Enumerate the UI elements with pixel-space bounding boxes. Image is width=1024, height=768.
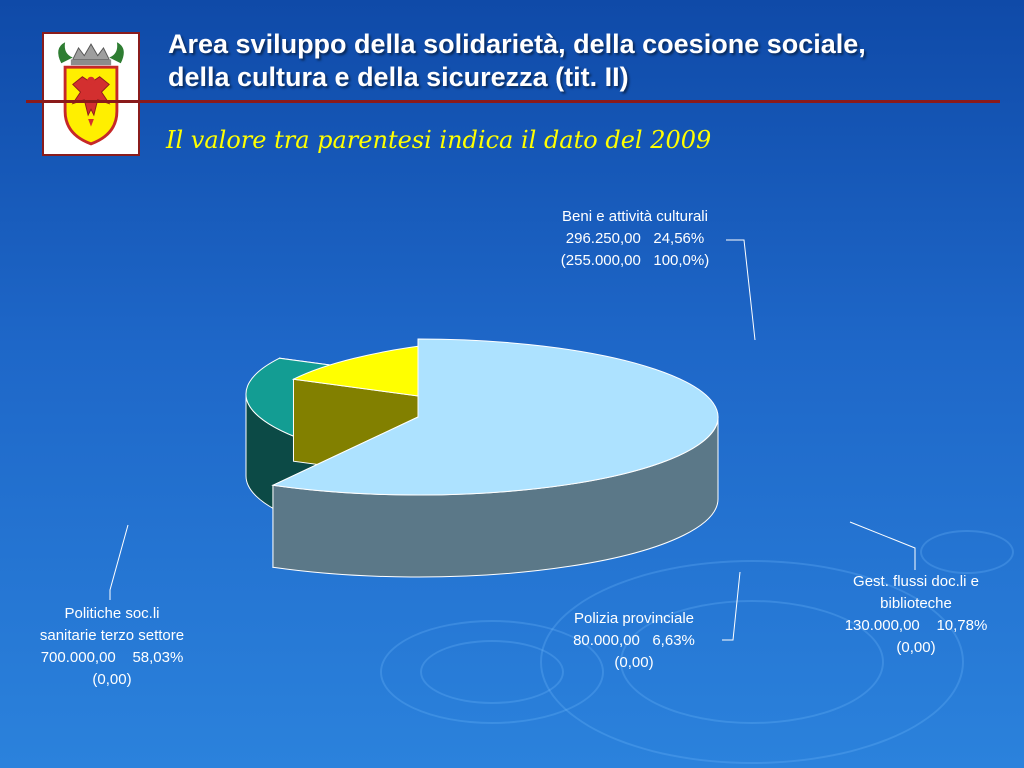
label-gestione-values: 130.000,00 10,78% xyxy=(828,615,1004,637)
slide-title: Area sviluppo della solidarietà, della c… xyxy=(168,28,1018,94)
label-politiche-name-2: sanitarie terzo settore xyxy=(39,627,185,644)
province-coat-of-arms-logo xyxy=(42,32,140,156)
label-beni: Beni e attività culturali 296.250,00 24,… xyxy=(540,206,730,272)
label-polizia-values: 80.000,00 6,63% xyxy=(546,630,722,652)
ripple-decoration xyxy=(620,600,884,724)
label-beni-amount-2009: (255.000,00 xyxy=(560,252,641,269)
ripple-decoration xyxy=(920,530,1014,574)
label-polizia-2009: (0,00) xyxy=(614,654,654,671)
label-polizia-amount: 80.000,00 xyxy=(573,632,640,649)
label-politiche-percent: 58,03% xyxy=(132,649,184,666)
label-gestione-amount: 130.000,00 xyxy=(844,617,920,634)
ripple-decoration xyxy=(540,560,964,764)
label-gestione-2009: (0,00) xyxy=(896,639,936,656)
label-gestione-name-2: biblioteche xyxy=(880,595,952,612)
slide-title-line-2: della cultura e della sicurezza (tit. II… xyxy=(168,62,629,92)
label-beni-name: Beni e attività culturali xyxy=(562,208,708,225)
leader-line-beni xyxy=(726,239,756,341)
title-divider xyxy=(26,100,1000,103)
label-politiche-values: 700.000,00 58,03% xyxy=(14,647,210,669)
leader-line-politiche xyxy=(109,524,129,600)
label-beni-percent: 24,56% xyxy=(653,230,705,247)
slide-subtitle: Il valore tra parentesi indica il dato d… xyxy=(166,126,712,154)
leader-line-polizia xyxy=(722,571,741,641)
label-polizia-percent: 6,63% xyxy=(652,632,695,649)
label-gestione-percent: 10,78% xyxy=(936,617,988,634)
label-beni-values: 296.250,00 24,56% xyxy=(540,228,730,250)
label-beni-amount: 296.250,00 xyxy=(565,230,641,247)
label-polizia-name: Polizia provinciale xyxy=(573,610,695,627)
label-gestione-name-1: Gest. flussi doc.li e xyxy=(853,573,979,590)
label-politiche-amount: 700.000,00 xyxy=(40,649,116,666)
label-gestione: Gest. flussi doc.li e biblioteche 130.00… xyxy=(828,571,1004,659)
pie-slice-politiche xyxy=(271,338,719,578)
leader-line-gestione xyxy=(849,521,916,570)
label-beni-2009: (255.000,00 100,0%) xyxy=(540,250,730,272)
label-politiche-name-1: Politiche soc.li xyxy=(64,605,160,622)
slide-title-line-1: Area sviluppo della solidarietà, della c… xyxy=(168,29,866,59)
label-politiche: Politiche soc.li sanitarie terzo settore… xyxy=(14,603,210,691)
label-polizia: Polizia provinciale 80.000,00 6,63% (0,0… xyxy=(546,608,722,674)
pie-slice-politiche-top xyxy=(271,338,719,496)
label-beni-percent-2009: 100,0%) xyxy=(653,252,710,269)
label-politiche-2009: (0,00) xyxy=(92,671,132,688)
